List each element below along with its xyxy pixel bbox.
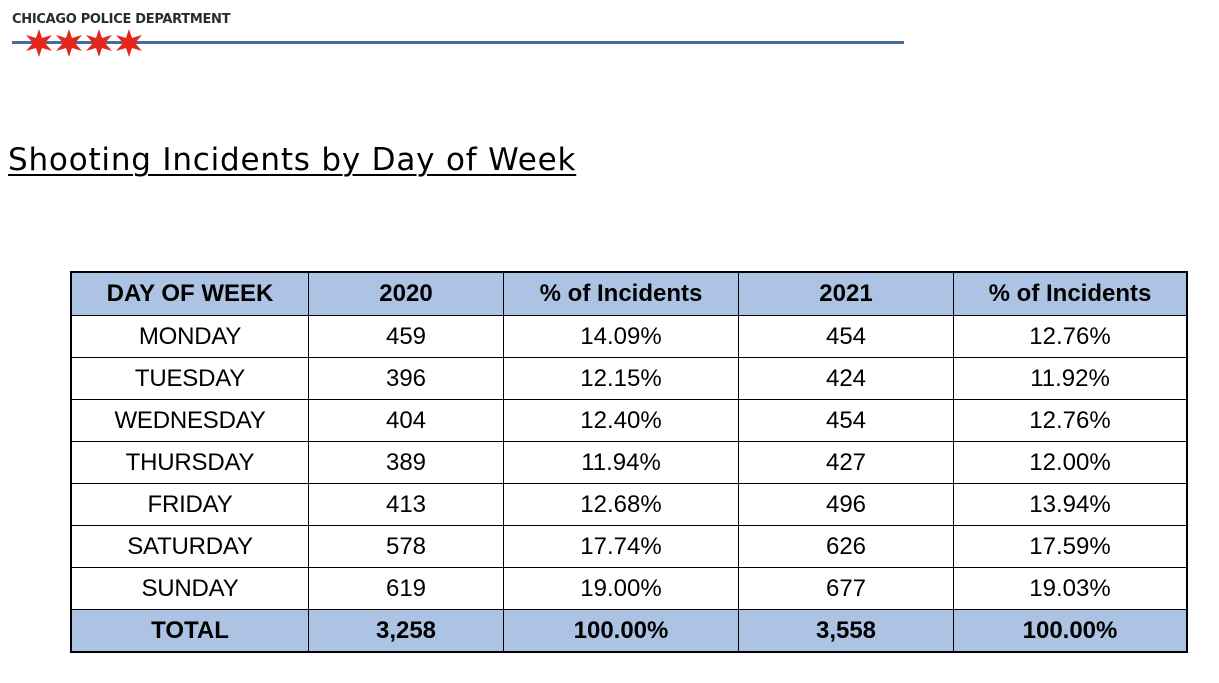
column-header: DAY OF WEEK bbox=[70, 271, 309, 316]
day-cell: THURSDAY bbox=[70, 441, 309, 484]
percent-2020-cell: 12.15% bbox=[503, 357, 739, 400]
count-2021-cell: 424 bbox=[738, 357, 954, 400]
percent-2020-cell: 11.94% bbox=[503, 441, 739, 484]
day-cell: FRIDAY bbox=[70, 483, 309, 526]
count-2021-cell: 677 bbox=[738, 567, 954, 610]
count-2021-cell: 496 bbox=[738, 483, 954, 526]
percent-2020-cell: 12.40% bbox=[503, 399, 739, 442]
table-row: TUESDAY 396 12.15% 424 11.92% bbox=[70, 357, 1188, 400]
day-cell: MONDAY bbox=[70, 315, 309, 358]
page-header: CHICAGO POLICE DEPARTMENT bbox=[12, 10, 912, 70]
total-row: TOTAL 3,258 100.00% 3,558 100.00% bbox=[70, 609, 1188, 653]
percent-2021-cell: 12.76% bbox=[953, 399, 1188, 442]
percent-2021-cell: 12.00% bbox=[953, 441, 1188, 484]
day-cell: TUESDAY bbox=[70, 357, 309, 400]
table-row: THURSDAY 389 11.94% 427 12.00% bbox=[70, 441, 1188, 484]
department-name: CHICAGO POLICE DEPARTMENT bbox=[12, 12, 231, 27]
chicago-star-icon bbox=[56, 29, 82, 57]
total-2021-cell: 3,558 bbox=[738, 609, 954, 653]
header-rule bbox=[12, 41, 904, 44]
percent-2021-cell: 19.03% bbox=[953, 567, 1188, 610]
total-percent-2021-cell: 100.00% bbox=[953, 609, 1188, 653]
department-logo bbox=[24, 28, 144, 58]
day-cell: SATURDAY bbox=[70, 525, 309, 568]
column-header: % of Incidents bbox=[953, 271, 1188, 316]
count-2021-cell: 626 bbox=[738, 525, 954, 568]
percent-2021-cell: 11.92% bbox=[953, 357, 1188, 400]
chicago-star-icon bbox=[86, 29, 112, 57]
day-cell: WEDNESDAY bbox=[70, 399, 309, 442]
percent-2021-cell: 13.94% bbox=[953, 483, 1188, 526]
count-2020-cell: 619 bbox=[308, 567, 504, 610]
count-2020-cell: 578 bbox=[308, 525, 504, 568]
total-2020-cell: 3,258 bbox=[308, 609, 504, 653]
percent-2021-cell: 17.59% bbox=[953, 525, 1188, 568]
column-header: 2020 bbox=[308, 271, 504, 316]
count-2021-cell: 427 bbox=[738, 441, 954, 484]
percent-2020-cell: 12.68% bbox=[503, 483, 739, 526]
percent-2020-cell: 19.00% bbox=[503, 567, 739, 610]
column-header: 2021 bbox=[738, 271, 954, 316]
percent-2020-cell: 14.09% bbox=[503, 315, 739, 358]
table-row: WEDNESDAY 404 12.40% 454 12.76% bbox=[70, 399, 1188, 442]
table-row: SATURDAY 578 17.74% 626 17.59% bbox=[70, 525, 1188, 568]
table-row: FRIDAY 413 12.68% 496 13.94% bbox=[70, 483, 1188, 526]
count-2020-cell: 389 bbox=[308, 441, 504, 484]
page-title: Shooting Incidents by Day of Week bbox=[8, 142, 577, 178]
percent-2021-cell: 12.76% bbox=[953, 315, 1188, 358]
total-percent-2020-cell: 100.00% bbox=[503, 609, 739, 653]
percent-2020-cell: 17.74% bbox=[503, 525, 739, 568]
count-2020-cell: 413 bbox=[308, 483, 504, 526]
count-2020-cell: 459 bbox=[308, 315, 504, 358]
total-label-cell: TOTAL bbox=[70, 609, 309, 653]
shooting-incidents-table: DAY OF WEEK 2020 % of Incidents 2021 % o… bbox=[70, 271, 1188, 653]
count-2020-cell: 404 bbox=[308, 399, 504, 442]
table-header-row: DAY OF WEEK 2020 % of Incidents 2021 % o… bbox=[70, 271, 1188, 316]
day-cell: SUNDAY bbox=[70, 567, 309, 610]
count-2021-cell: 454 bbox=[738, 399, 954, 442]
chicago-star-icon bbox=[26, 29, 52, 57]
count-2021-cell: 454 bbox=[738, 315, 954, 358]
count-2020-cell: 396 bbox=[308, 357, 504, 400]
table-row: SUNDAY 619 19.00% 677 19.03% bbox=[70, 567, 1188, 610]
chicago-star-icon bbox=[116, 29, 142, 57]
table-row: MONDAY 459 14.09% 454 12.76% bbox=[70, 315, 1188, 358]
column-header: % of Incidents bbox=[503, 271, 739, 316]
